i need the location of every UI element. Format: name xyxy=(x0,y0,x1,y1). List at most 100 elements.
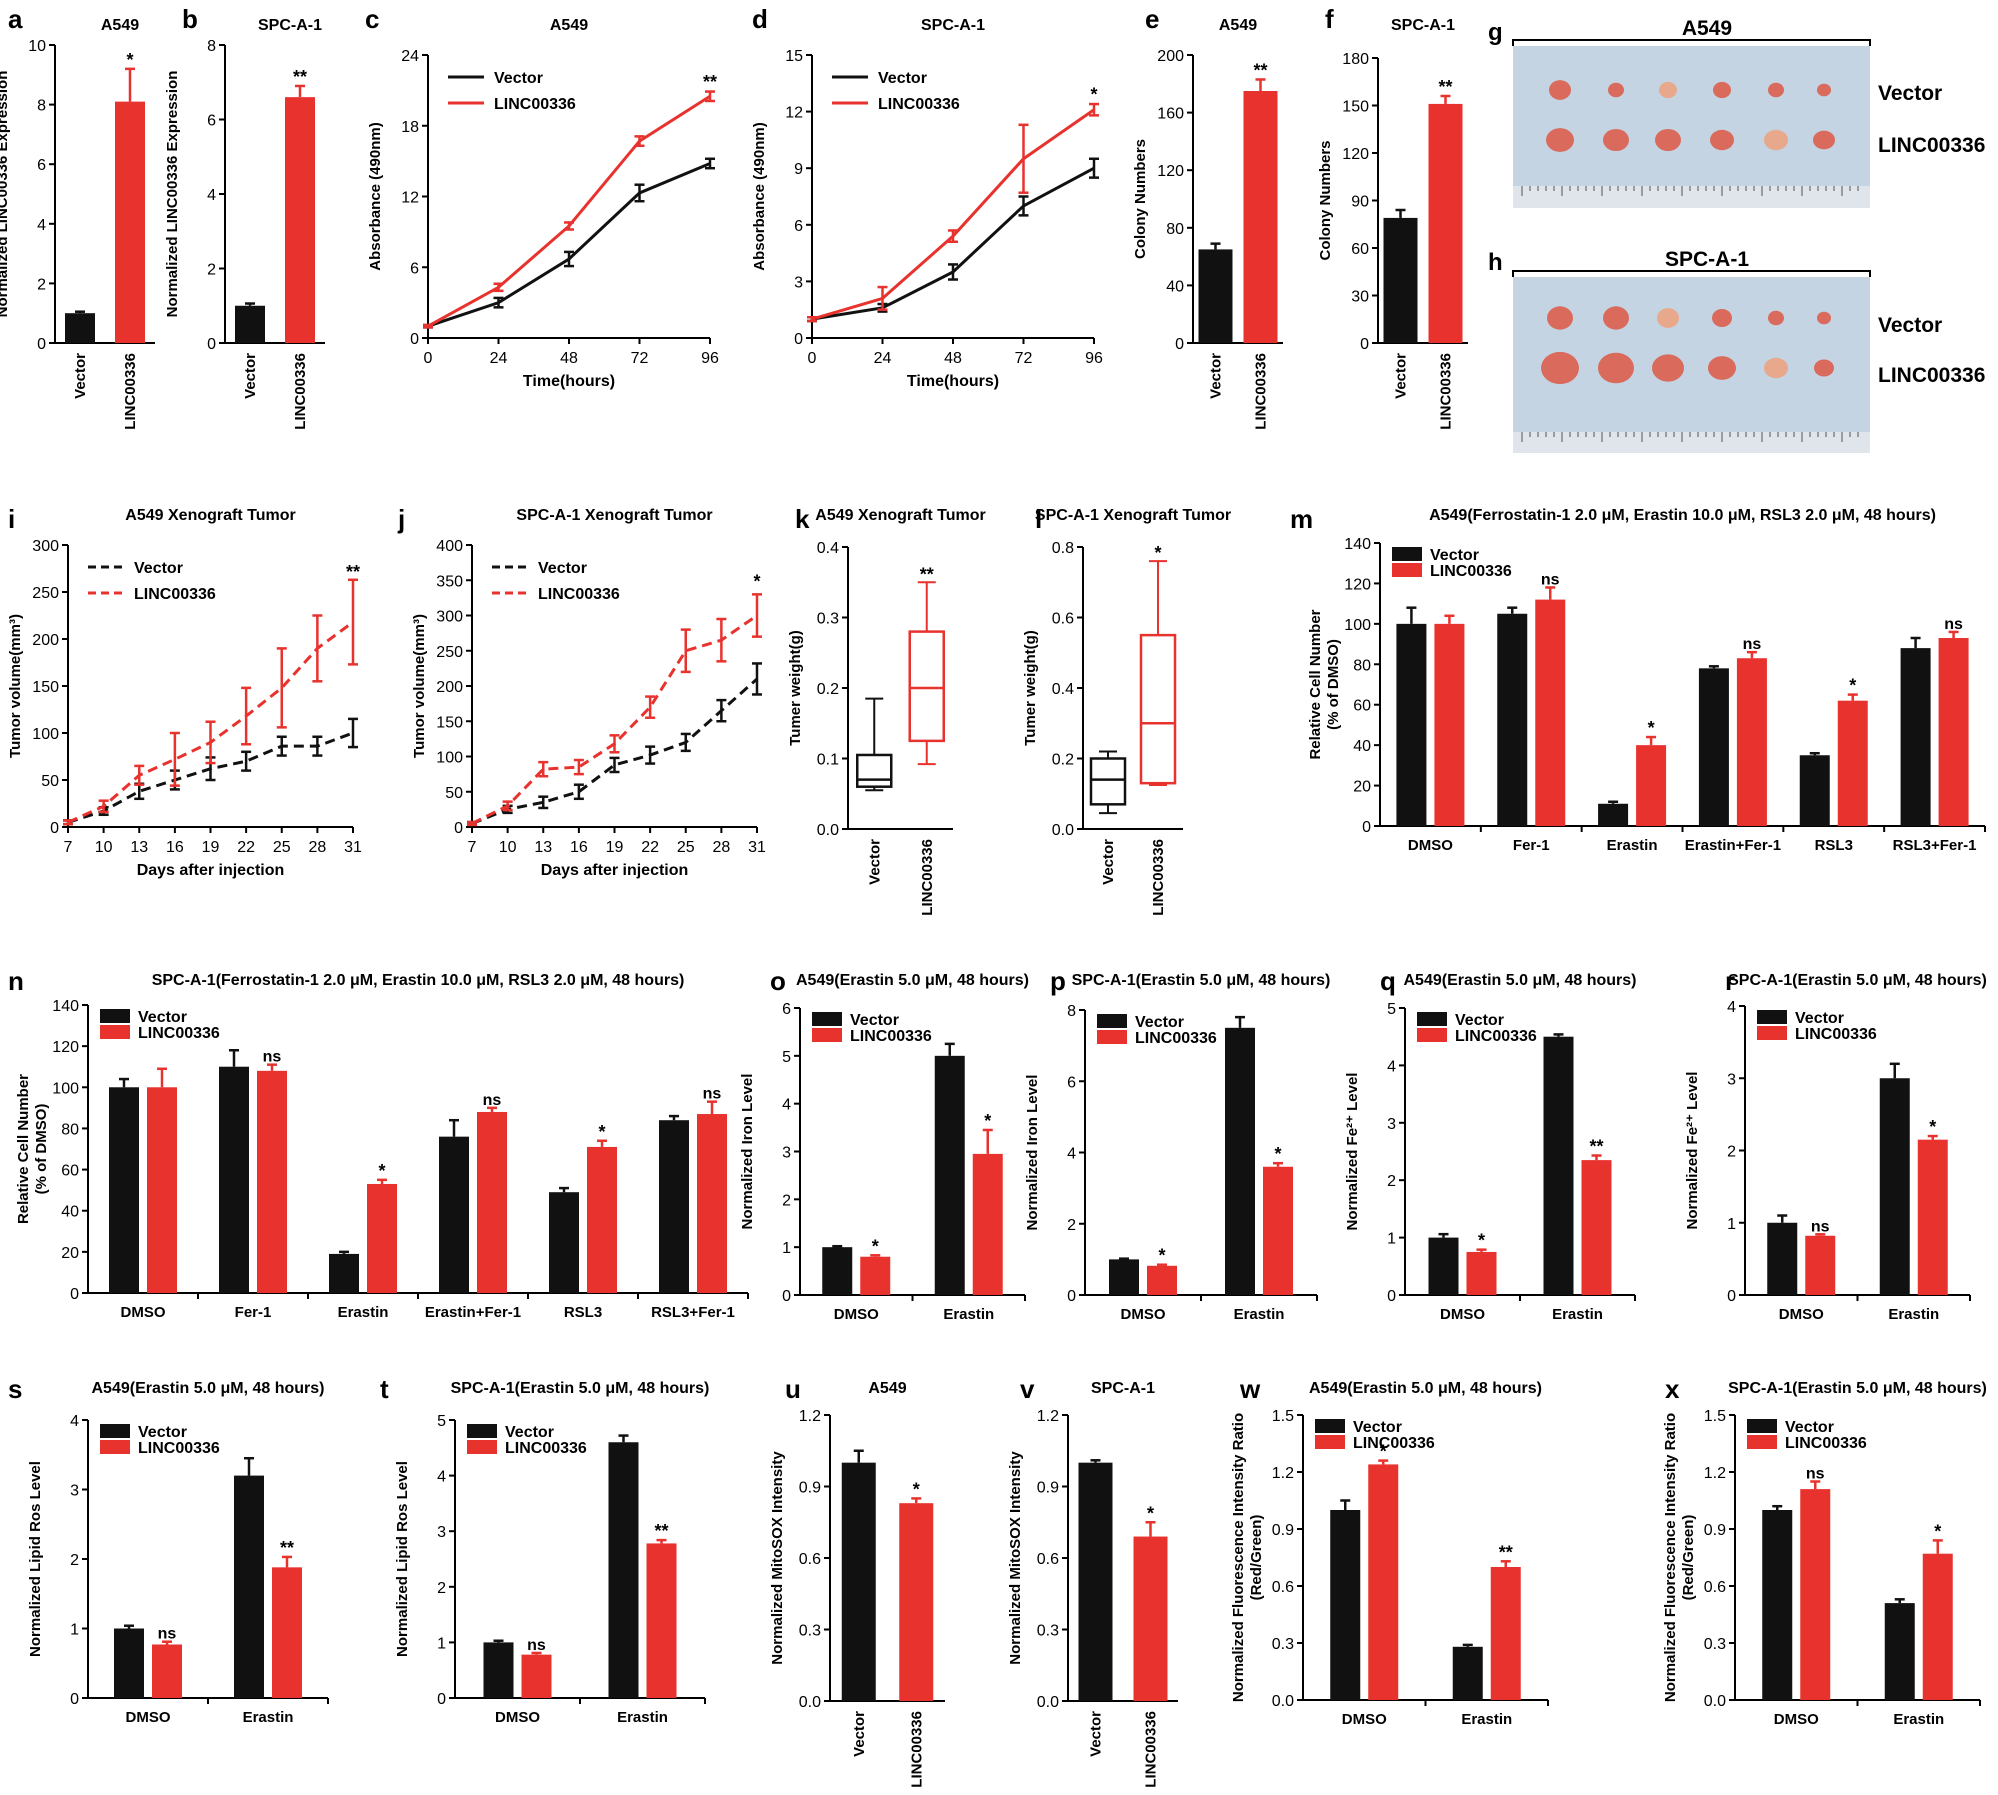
legend-swatch xyxy=(100,1025,130,1039)
y-tick-label: 2 xyxy=(37,276,46,293)
x-tick-label: LINC00336 xyxy=(1253,353,1270,430)
photo-row-label-vector: Vector xyxy=(1878,82,1942,105)
chart-title: A549 Xenograft Tumor xyxy=(125,507,295,524)
chart-c: c A549 0 6 12 18 24 Absorbance (490nm) 0 24 48 72 96… xyxy=(365,4,719,390)
y-tick-label: 250 xyxy=(32,585,59,602)
y-tick-label: 0.3 xyxy=(1272,1636,1294,1653)
x-tick-label: Vector xyxy=(866,839,883,885)
photo-row-label-linc: LINC00336 xyxy=(1878,364,1985,387)
y-tick-label: 140 xyxy=(1344,536,1371,553)
y-tick-label: 1 xyxy=(782,1240,791,1257)
x-tick-label: 19 xyxy=(606,839,624,856)
legend-swatch xyxy=(100,1424,130,1438)
y-tick-label: 80 xyxy=(1166,221,1184,238)
legend-swatch xyxy=(467,1424,497,1438)
legend-swatch xyxy=(1392,547,1422,561)
y-tick-label: 0 xyxy=(410,331,419,348)
y-tick-label: 1 xyxy=(1387,1231,1396,1248)
y-axis-label: Absorbance (490nm) xyxy=(751,122,768,270)
bar xyxy=(1884,1603,1915,1700)
y-tick-label: 160 xyxy=(1157,106,1184,123)
panel-letter: f xyxy=(1325,4,1334,34)
y-tick-label: 120 xyxy=(1342,146,1369,163)
x-tick-label: Erastin xyxy=(943,1306,994,1323)
significance-label: * xyxy=(1158,1246,1165,1266)
y-tick-label: 2 xyxy=(1727,1144,1736,1161)
significance-label: ** xyxy=(280,1538,294,1558)
bar xyxy=(1078,1462,1113,1701)
x-tick-label: DMSO xyxy=(1774,1711,1819,1728)
y-tick-label: 1.5 xyxy=(1704,1408,1726,1425)
y-tick-label: 300 xyxy=(32,538,59,555)
bar xyxy=(608,1442,639,1698)
x-tick-label: Erastin xyxy=(1234,1306,1285,1323)
y-tick-label: 10 xyxy=(28,38,46,55)
bar xyxy=(1879,1078,1910,1295)
y-axis-label: Relative Cell Number xyxy=(15,1074,32,1224)
y-tick-label: 0.2 xyxy=(1052,752,1074,769)
x-tick-label: Erastin+Fer-1 xyxy=(425,1304,521,1321)
x-tick-label: 24 xyxy=(490,350,508,367)
legend-label: Vector xyxy=(505,1424,554,1441)
y-tick-label: 1.2 xyxy=(1037,1408,1059,1425)
tumor xyxy=(1655,128,1681,152)
y-tick-label: 100 xyxy=(52,1080,79,1097)
panel-letter: s xyxy=(8,1374,22,1404)
y-tick-label: 0.8 xyxy=(1052,540,1074,557)
significance-label: * xyxy=(1380,1442,1387,1462)
significance-label: ** xyxy=(703,72,717,92)
y-tick-label: 120 xyxy=(1344,576,1371,593)
bar xyxy=(1805,1235,1836,1295)
y-tick-label: 0.0 xyxy=(1704,1693,1726,1710)
y-tick-label: 1 xyxy=(437,1635,446,1652)
x-tick-label: Erastin xyxy=(1461,1711,1512,1728)
x-tick-label: 48 xyxy=(944,350,962,367)
photo-title-bracket xyxy=(1512,270,1871,277)
x-tick-label: 16 xyxy=(570,839,588,856)
significance-label: * xyxy=(1934,1521,1941,1541)
box xyxy=(908,630,945,743)
y-tick-label: 8 xyxy=(207,38,216,55)
bar xyxy=(1133,1536,1168,1701)
legend-swatch xyxy=(1757,1026,1787,1040)
bar xyxy=(1598,803,1629,826)
y-axis-label: Normalized Fe²⁺ Level xyxy=(1344,1073,1361,1231)
significance-label: ns xyxy=(1811,1218,1830,1235)
tumor xyxy=(1817,83,1831,97)
tumor xyxy=(1603,306,1629,330)
y-tick-label: 1.2 xyxy=(1272,1465,1294,1482)
y-tick-label: 0 xyxy=(1387,1288,1396,1305)
y-tick-label: 0 xyxy=(1175,336,1184,353)
photo-row-label-vector: Vector xyxy=(1878,314,1942,337)
significance-label: ns xyxy=(158,1626,177,1643)
y-tick-label: 0.6 xyxy=(799,1551,821,1568)
bar xyxy=(1330,1510,1361,1700)
photo-title-bracket xyxy=(1512,39,1871,46)
significance-label: * xyxy=(1147,1503,1154,1523)
x-tick-label: Vector xyxy=(72,353,89,399)
y-axis-label: Normalized MitoSOX Intensity xyxy=(1007,1451,1024,1665)
legend-swatch xyxy=(1417,1012,1447,1026)
y-tick-label: 0.0 xyxy=(1272,1693,1294,1710)
ruler xyxy=(1513,432,1870,453)
y-axis-label: Colony Numbers xyxy=(1132,139,1149,259)
tumor xyxy=(1547,306,1573,330)
bar xyxy=(1383,217,1418,343)
bar xyxy=(219,1066,249,1293)
y-tick-label: 0.3 xyxy=(817,611,839,628)
y-axis-label: Absorbance (490nm) xyxy=(367,122,384,270)
tumor xyxy=(1814,359,1834,377)
bar xyxy=(1636,745,1667,826)
y-tick-label: 60 xyxy=(1353,698,1371,715)
tumor xyxy=(1764,357,1788,379)
y-tick-label: 9 xyxy=(794,161,803,178)
y-tick-label: 0.9 xyxy=(1704,1522,1726,1539)
y-axis-label: Tumor volume(mm³) xyxy=(7,614,24,758)
x-tick-label: Erastin+Fer-1 xyxy=(1685,837,1781,854)
chart-m: m A549(Ferrostatin-1 2.0 μM, Erastin 10.0… xyxy=(1290,504,1986,854)
significance-label: ** xyxy=(654,1521,668,1541)
panel-letter: g xyxy=(1488,19,1503,46)
y-tick-label: 140 xyxy=(52,998,79,1015)
bar xyxy=(152,1644,182,1698)
y-tick-label: 40 xyxy=(61,1204,79,1221)
